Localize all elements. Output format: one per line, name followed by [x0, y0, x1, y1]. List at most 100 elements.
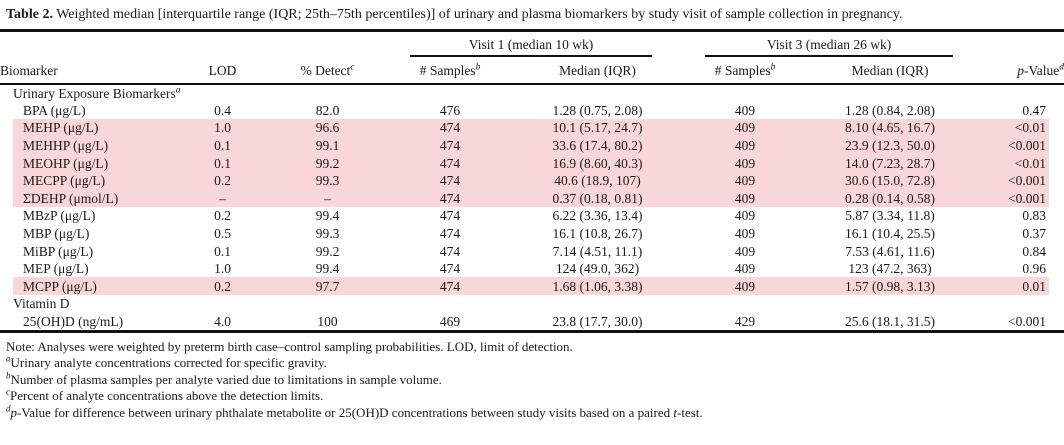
median-v1-cell: 0.37 (0.18, 0.81) — [510, 189, 686, 208]
footnote-c: cPercent of analyte concentrations above… — [6, 387, 1056, 405]
footnote-c-text: Percent of analyte concentrations above … — [10, 388, 324, 404]
pvalue-cell: 0.96 — [1022, 261, 1047, 277]
section-label-cell: Vitamin D — [0, 295, 1064, 313]
samples-v1-cell: 469 — [390, 312, 510, 333]
section-label: Vitamin D — [13, 296, 70, 312]
biomarker-table: Visit 1 (median 10 wk) Visit 3 (median 2… — [0, 29, 1064, 333]
footnote-a-text: Urinary analyte concentrations corrected… — [10, 355, 327, 371]
col-header-biomarker: Biomarker — [0, 56, 180, 85]
col-header-samples-v3: # Samplesb — [685, 56, 806, 85]
pvalue-cell: 0.37 — [1022, 225, 1047, 241]
footnote-a-sup: a — [6, 353, 11, 364]
pvalue-cell: 0.01 — [975, 277, 1064, 296]
samples-v1-cell: 474 — [390, 136, 510, 155]
biomarker-cell: MBP (μg/L) — [23, 225, 90, 241]
footnote-note: Note: Analyses were weighted by preterm … — [6, 338, 573, 354]
lod-cell: 0.1 — [214, 243, 231, 259]
section-row: Urinary Exposure Biomarkersa — [0, 84, 1064, 102]
samples-v3-label: # Samples — [714, 62, 771, 78]
samples-v1-label: # Samples — [419, 62, 476, 78]
median-v3-cell: 25.6 (18.1, 31.5) — [805, 312, 976, 333]
median-v3-cell: 30.6 (15.0, 72.8) — [805, 171, 976, 190]
median-v1-cell: 7.14 (4.51, 11.1) — [552, 243, 643, 259]
samples-v1-cell: 474 — [439, 243, 461, 259]
median-v3-cell: 1.57 (0.98, 3.13) — [805, 277, 976, 296]
pct-detect-cell: – — [265, 189, 390, 208]
table-row: ΣDEHP (μmol/L) – – 474 0.37 (0.18, 0.81)… — [0, 189, 1064, 208]
pvalue-cell: <0.01 — [975, 119, 1064, 137]
visit3-group-header: Visit 3 (median 26 wk) — [685, 29, 976, 57]
median-v1-cell: 33.6 (17.4, 80.2) — [510, 136, 686, 155]
median-v3-cell: 14.0 (7.23, 28.7) — [805, 154, 976, 172]
lod-cell: 4.0 — [180, 312, 265, 333]
table-caption-text: Weighted median [interquartile range (IQ… — [52, 7, 903, 22]
samples-v1-sup: b — [475, 62, 481, 72]
biomarker-cell: ΣDEHP (μmol/L) — [0, 189, 180, 208]
pct-detect-cell: 99.3 — [265, 171, 390, 190]
footnote-d: dp-Value for difference between urinary … — [6, 403, 1056, 422]
samples-v3-cell: 409 — [734, 102, 756, 118]
lod-cell: 0.2 — [214, 208, 231, 224]
lod-cell: 0.2 — [180, 277, 265, 296]
median-v1-cell: 1.68 (1.06, 3.38) — [510, 277, 686, 296]
samples-v1-cell: 474 — [390, 154, 510, 172]
pct-detect-cell: 97.7 — [265, 277, 390, 296]
footnotes: Note: Analyses were weighted by preterm … — [0, 333, 1064, 422]
pvalue-cell: <0.001 — [975, 136, 1064, 155]
section-label-cell: Urinary Exposure Biomarkersa — [0, 84, 1064, 102]
section-label: Urinary Exposure Biomarkers — [13, 85, 176, 101]
samples-v3-cell: 409 — [734, 225, 756, 241]
table-row: MBP (μg/L) 0.5 99.3 474 16.1 (10.8, 26.7… — [0, 225, 1064, 243]
samples-v3-cell: 409 — [685, 119, 806, 137]
col-header-pvalue: p-Valued — [975, 56, 1064, 85]
lod-cell: 0.4 — [214, 102, 231, 118]
pvalue-cell: <0.001 — [975, 171, 1064, 190]
pct-detect-cell: 99.4 — [315, 208, 340, 224]
spacer-cell — [0, 29, 180, 57]
pvalue-cell: 0.83 — [1022, 208, 1047, 224]
samples-v1-cell: 474 — [390, 119, 510, 137]
biomarker-cell: MEHHP (μg/L) — [0, 136, 180, 155]
table-row: MiBP (μg/L) 0.1 99.2 474 7.14 (4.51, 11.… — [0, 242, 1064, 260]
table-row: MBzP (μg/L) 0.2 99.4 474 6.22 (3.36, 13.… — [0, 207, 1064, 225]
biomarker-cell: MECPP (μg/L) — [0, 171, 180, 190]
section-sup: a — [175, 85, 181, 95]
pct-detect-cell: 99.3 — [315, 225, 340, 241]
pvalue-cell: 0.47 — [1022, 102, 1047, 118]
median-v3-cell: 1.28 (0.84, 2.08) — [845, 102, 936, 118]
biomarker-cell: MEHP (μg/L) — [0, 119, 180, 137]
footnote-d-p: p — [10, 404, 18, 420]
table-row: 25(OH)D (ng/mL) 4.0 100 469 23.8 (17.7, … — [0, 312, 1064, 333]
pct-detect-cell: 99.1 — [265, 136, 390, 155]
samples-v1-cell: 476 — [439, 102, 461, 118]
pvalue-cell: <0.001 — [975, 312, 1064, 333]
footnote-a: aUrinary analyte concentrations correcte… — [6, 353, 1056, 372]
samples-v3-cell: 409 — [685, 171, 806, 190]
visit1-group-header: Visit 1 (median 10 wk) — [390, 29, 686, 57]
spacer-cell — [975, 29, 1064, 57]
table-caption: Table 2. Weighted median [interquartile … — [0, 0, 1058, 28]
biomarker-cell: MEP (μg/L) — [23, 261, 89, 277]
table-row: MEHP (μg/L) 1.0 96.6 474 10.1 (5.17, 24.… — [0, 119, 1064, 137]
median-v1-cell: 16.9 (8.60, 40.3) — [510, 154, 686, 172]
lod-cell: 0.1 — [180, 154, 265, 172]
biomarker-cell: 25(OH)D (ng/mL) — [0, 312, 180, 333]
spacer-cell — [180, 29, 265, 57]
biomarker-cell: MiBP (μg/L) — [23, 243, 94, 259]
pvalue-sup: d — [1059, 62, 1064, 72]
col-header-median-v3: Median (IQR) — [805, 56, 976, 85]
samples-v3-cell: 409 — [734, 261, 756, 277]
table-row: MEOHP (μg/L) 0.1 99.2 474 16.9 (8.60, 40… — [0, 154, 1064, 172]
col-header-samples-v1: # Samplesb — [390, 56, 510, 85]
footnote-d-t: t — [673, 404, 678, 420]
pct-detect-label: % Detect — [300, 62, 351, 78]
lod-cell: 1.0 — [214, 261, 231, 277]
samples-v3-cell: 409 — [685, 136, 806, 155]
footnote-d-sup: d — [6, 403, 11, 414]
median-v3-cell: 23.9 (12.3, 50.0) — [805, 136, 976, 155]
samples-v1-cell: 474 — [439, 208, 461, 224]
median-v3-cell: 7.53 (4.61, 11.6) — [845, 243, 935, 259]
table-row: MEP (μg/L) 1.0 99.4 474 124 (49.0, 362) … — [0, 260, 1064, 278]
footnote-b-text: Number of plasma samples per analyte var… — [10, 371, 442, 387]
